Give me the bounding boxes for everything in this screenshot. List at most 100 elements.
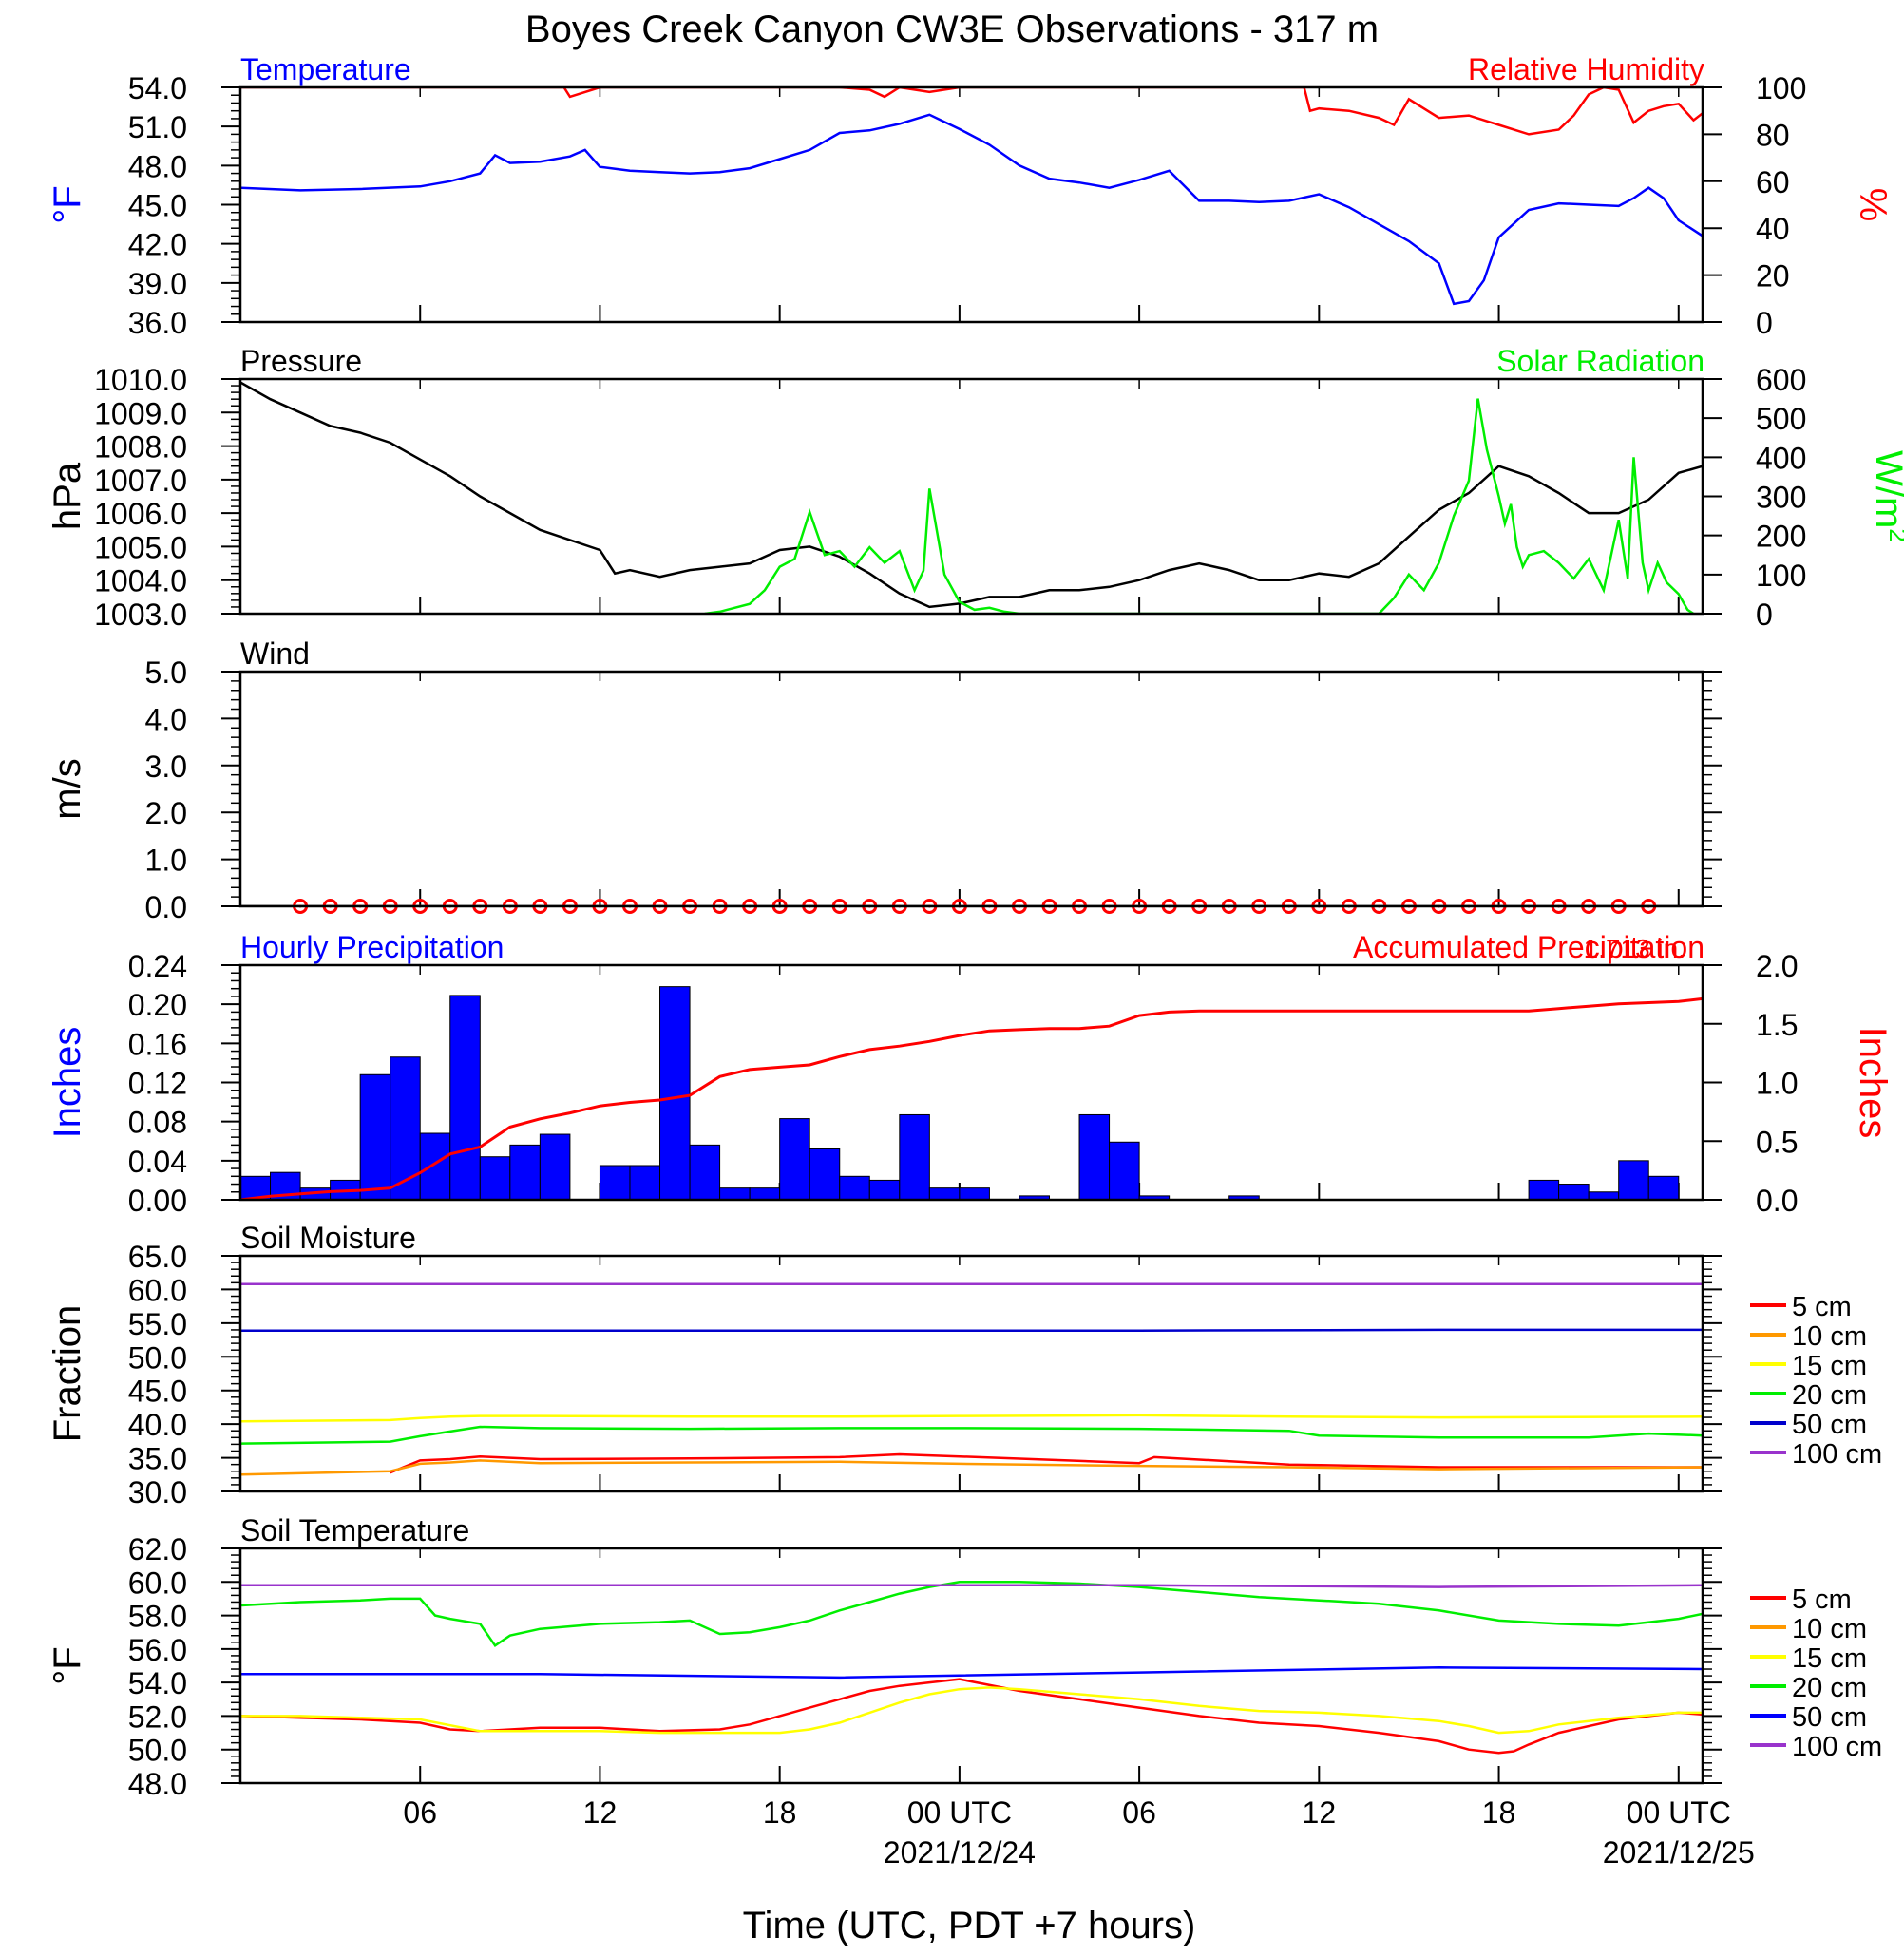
y-tick-label-left: 1.0 xyxy=(145,844,187,878)
precip-bar xyxy=(599,1165,631,1201)
legend-label: 100 cm xyxy=(1792,1732,1882,1762)
panel-1: 1003.01004.01005.01006.01007.01008.01009… xyxy=(47,344,1904,632)
series-line-50-cm xyxy=(240,1666,1703,1680)
panel-frame xyxy=(238,1547,1704,1785)
y-tick-label-left: 0.04 xyxy=(128,1145,187,1179)
accumulated-total-label: 1.713 in. xyxy=(1584,934,1685,963)
y-tick-label-left: 30.0 xyxy=(128,1475,187,1509)
x-tick-label: 18 xyxy=(763,1795,797,1830)
y-tick-label-right: 200 xyxy=(1756,520,1806,554)
series-line-0 xyxy=(240,381,1703,609)
y-tick-label-right: 100 xyxy=(1756,71,1806,105)
legend-label: 20 cm xyxy=(1792,1673,1867,1703)
precip-bar xyxy=(689,1144,721,1201)
y-tick-label-right: 300 xyxy=(1756,481,1806,515)
series-line-15-cm xyxy=(240,1686,1703,1735)
series-line-1 xyxy=(704,398,1695,614)
x-tick-label: 00 UTC xyxy=(907,1795,1012,1830)
y-tick-label-left: 56.0 xyxy=(128,1633,187,1667)
series-line-15-cm xyxy=(240,1414,1703,1423)
series-line-100-cm xyxy=(240,1584,1703,1588)
legend-label: 50 cm xyxy=(1792,1410,1867,1440)
panel-5: 48.050.052.054.056.058.060.062.0 Soil Tem… xyxy=(47,1513,1882,1801)
y-tick-label-right: 20 xyxy=(1756,259,1790,294)
series-line-20-cm xyxy=(240,1425,1703,1445)
series-line-1 xyxy=(240,87,1703,136)
y-tick-label-left: 1005.0 xyxy=(94,530,187,564)
y-tick-label-left: 48.0 xyxy=(128,149,187,183)
y-tick-label-left: 1010.0 xyxy=(94,363,187,397)
series-line-0 xyxy=(240,113,1703,306)
panel-title-left: Hourly Precipitation xyxy=(240,930,504,964)
y-axis-label-left: m/s xyxy=(47,758,88,819)
y-axis-label-left: hPa xyxy=(47,462,88,530)
x-tick-label: 06 xyxy=(403,1795,437,1830)
precip-bar xyxy=(1528,1179,1560,1201)
y-tick-label-left: 55.0 xyxy=(128,1307,187,1341)
precip-bar xyxy=(659,986,691,1201)
precip-bar xyxy=(1618,1160,1649,1201)
y-tick-label-right: 0.0 xyxy=(1756,1184,1798,1218)
series-line-20-cm xyxy=(240,1581,1703,1648)
y-tick-label-left: 45.0 xyxy=(128,1375,187,1409)
y-tick-label-left: 51.0 xyxy=(128,110,187,144)
y-tick-label-left: 54.0 xyxy=(128,71,187,105)
y-tick-label-left: 2.0 xyxy=(145,796,187,830)
series-line-10-cm xyxy=(240,1459,1703,1476)
series-line-50-cm xyxy=(240,1328,1703,1332)
y-axis-label-right: % xyxy=(1852,188,1894,222)
panels: 36.039.042.045.048.051.054.0020406080100… xyxy=(47,52,1904,1801)
legend-label: 10 cm xyxy=(1792,1614,1867,1644)
panel-title-left: Pressure xyxy=(240,344,362,378)
y-tick-label-left: 50.0 xyxy=(128,1340,187,1375)
precip-bar xyxy=(539,1133,571,1201)
legend-label: 15 cm xyxy=(1792,1351,1867,1381)
y-axis-label-left: Inches xyxy=(47,1027,88,1139)
y-tick-label-left: 60.0 xyxy=(128,1566,187,1600)
precip-bar xyxy=(1647,1175,1680,1201)
y-tick-label-left: 0.20 xyxy=(128,988,187,1022)
x-tick-label: 06 xyxy=(1122,1795,1156,1830)
y-tick-label-left: 52.0 xyxy=(128,1699,187,1734)
y-tick-label-left: 1006.0 xyxy=(94,497,187,531)
y-tick-label-left: 0.0 xyxy=(145,890,187,924)
precip-bar xyxy=(629,1165,661,1201)
panel-0: 36.0 39.0 42.0 45.0 48.0 51.0 54.0 0 20 40 60 80 100… xyxy=(47,52,1894,340)
precip-bar xyxy=(839,1175,870,1201)
y-tick-label-left: 1004.0 xyxy=(94,564,187,598)
y-tick-label-left: 50.0 xyxy=(128,1734,187,1768)
panel-frame xyxy=(238,1254,1704,1493)
y-tick-label-left: 1003.0 xyxy=(94,598,187,632)
legend-label: 100 cm xyxy=(1792,1439,1882,1470)
y-tick-label-right: 0.5 xyxy=(1756,1125,1798,1159)
y-tick-label-right: 1.5 xyxy=(1756,1008,1798,1042)
y-axis-label-right: W/m2 xyxy=(1868,450,1904,542)
y-tick-label-left: 0.08 xyxy=(128,1106,187,1140)
panel-title-left: Soil Temperature xyxy=(240,1513,469,1547)
y-tick-label-left: 1008.0 xyxy=(94,430,187,465)
legend-label: 15 cm xyxy=(1792,1643,1867,1674)
chart-title: Boyes Creek Canyon CW3E Observations - 3… xyxy=(525,9,1379,50)
x-tick-date-label: 2021/12/24 xyxy=(884,1835,1036,1870)
accumulated-precip-line xyxy=(240,996,1703,1200)
y-tick-label-left: 39.0 xyxy=(128,267,187,301)
precip-bar xyxy=(749,1187,781,1201)
y-tick-label-right: 600 xyxy=(1756,363,1806,397)
y-axis-label-right: Inches xyxy=(1852,1027,1894,1139)
legend-label: 10 cm xyxy=(1792,1321,1867,1352)
x-axis-label: Time (UTC, PDT +7 hours) xyxy=(743,1905,1196,1946)
y-tick-label-left: 0.16 xyxy=(128,1027,187,1061)
series-line-5-cm xyxy=(240,1678,1703,1755)
panel-frame xyxy=(238,377,1704,616)
panel-2: 0.0 1.0 2.0 3.0 4.0 5.0 Wind m/s xyxy=(47,636,1722,924)
y-tick-label-left: 54.0 xyxy=(128,1666,187,1700)
x-tick-label: 00 UTC xyxy=(1627,1795,1731,1830)
y-tick-label-right: 100 xyxy=(1756,559,1806,593)
y-axis-label-left: °F xyxy=(47,1646,88,1684)
panel-3: 0.00 0.04 0.08 0.12 0.16 0.20 0.24 0.0 0.5 1.0 1.5… xyxy=(47,930,1894,1218)
y-tick-label-right: 400 xyxy=(1756,441,1806,475)
panel-title-right: Solar Radiation xyxy=(1496,344,1704,378)
precip-bar xyxy=(868,1179,901,1201)
